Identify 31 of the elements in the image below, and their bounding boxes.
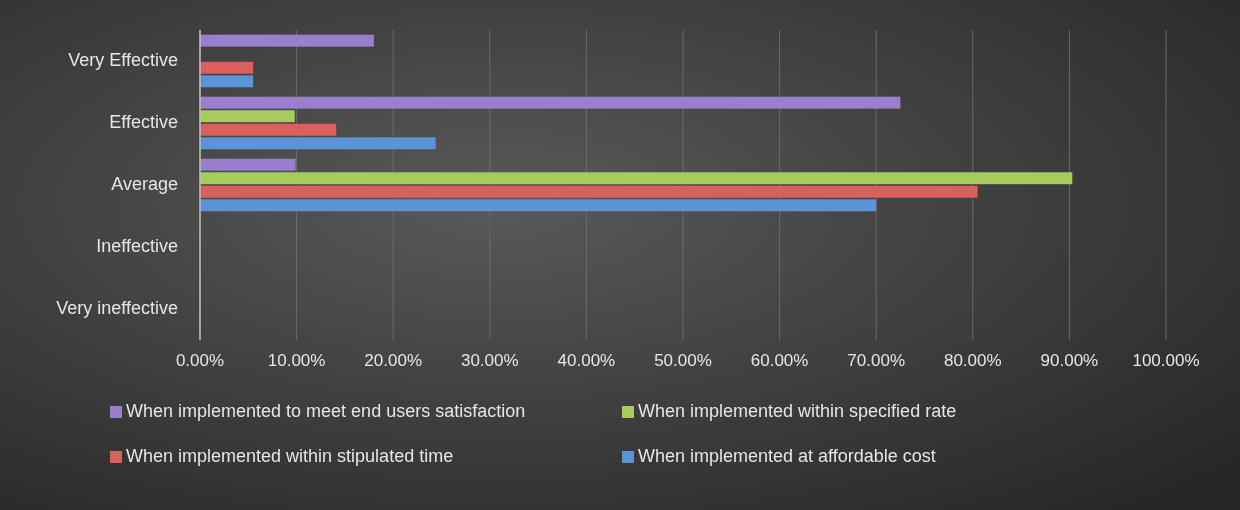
x-tick-label: 20.00% — [364, 351, 423, 370]
bar — [200, 75, 254, 88]
bar — [200, 137, 436, 150]
legend-label: When implemented within stipulated time — [126, 445, 454, 466]
bar — [200, 123, 337, 136]
x-tick-label: 50.00% — [654, 351, 712, 370]
x-tick-label: 30.00% — [460, 351, 519, 370]
y-tick-label: Average — [111, 173, 178, 194]
legend-label: When implemented at affordable cost — [638, 445, 936, 466]
x-tick-label: 100.00% — [1132, 351, 1200, 370]
legend-label: When implemented to meet end users satisfaction — [126, 400, 526, 421]
x-tick-label: 10.00% — [267, 351, 326, 370]
bar — [200, 34, 374, 47]
x-tick-label: 80.00% — [943, 351, 1002, 370]
bar — [200, 199, 877, 212]
bar — [200, 185, 978, 198]
y-tick-label: Very Effective — [68, 49, 178, 70]
y-tick-label: Very ineffective — [56, 297, 178, 318]
x-tick-label: 0.00% — [175, 351, 225, 370]
x-tick-label: 70.00% — [847, 351, 906, 370]
x-tick-label: 40.00% — [557, 351, 616, 370]
bar — [200, 96, 901, 109]
bar — [200, 110, 295, 123]
bar — [200, 172, 1073, 185]
x-tick-label: 90.00% — [1040, 351, 1099, 370]
bar — [200, 158, 296, 171]
y-tick-label: Ineffective — [96, 235, 178, 256]
bar — [200, 61, 254, 74]
y-tick-label: Effective — [109, 111, 178, 132]
x-tick-label: 60.00% — [750, 351, 809, 370]
legend-label: When implemented within specified rate — [638, 400, 957, 421]
